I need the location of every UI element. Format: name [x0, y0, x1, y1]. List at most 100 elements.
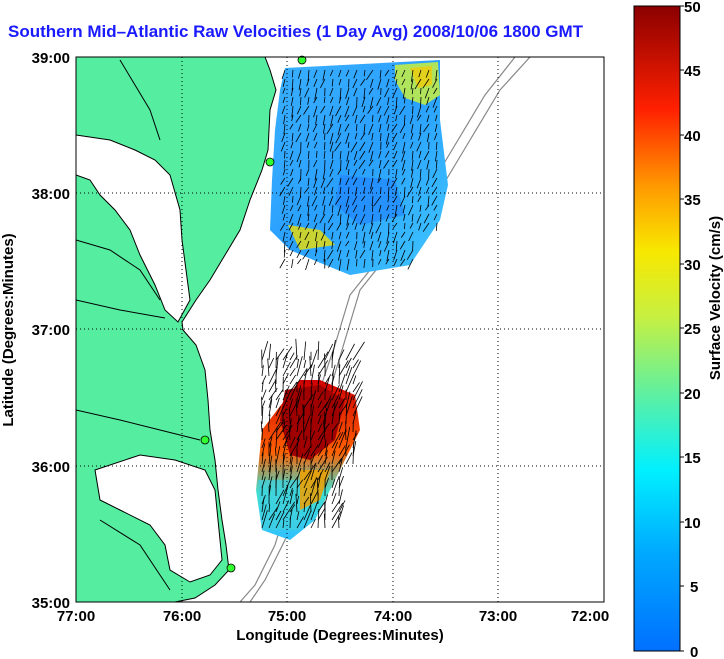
colorbar-tick-label: 15 [684, 450, 701, 467]
velocity-arrow [427, 195, 430, 208]
velocity-arrow [384, 69, 390, 77]
velocity-arrow [329, 141, 334, 152]
velocity-arrow [403, 186, 406, 197]
velocity-arrow [345, 195, 350, 207]
velocity-arrow [314, 87, 318, 100]
velocity-arrow [261, 470, 265, 481]
velocity-arrow [416, 177, 422, 189]
velocity-arrow [268, 513, 276, 529]
velocity-arrow [320, 231, 326, 241]
velocity-arrow [394, 186, 398, 196]
velocity-arrow [331, 400, 339, 417]
velocity-arrow [261, 452, 264, 465]
velocity-arrow [289, 436, 296, 449]
velocity-arrow [424, 204, 430, 211]
velocity-arrow [329, 105, 334, 116]
velocity-arrow [386, 204, 390, 211]
velocity-arrow [331, 502, 344, 521]
velocity-arrow [369, 222, 374, 235]
velocity-arrow [416, 213, 422, 224]
velocity-arrow [354, 186, 358, 196]
velocity-arrow [352, 382, 360, 393]
velocity-arrow [291, 258, 294, 268]
velocity-arrow [323, 150, 326, 159]
velocity-arrow [406, 249, 414, 260]
velocity-arrow [356, 123, 358, 132]
velocity-arrow [337, 114, 342, 123]
velocity-arrow [306, 78, 310, 87]
velocity-arrow [296, 358, 299, 369]
colorbar-tick-label: 50 [684, 0, 701, 16]
x-tick-label: 72:00 [571, 608, 609, 625]
velocity-arrow [324, 395, 332, 409]
velocity-arrow [316, 477, 319, 497]
velocity-arrow [339, 177, 342, 186]
velocity-arrow [379, 69, 382, 79]
velocity-arrow [331, 423, 339, 433]
velocity-arrow [348, 78, 350, 88]
velocity-arrow [402, 87, 406, 99]
velocity-arrow [298, 123, 302, 132]
velocity-arrow [331, 499, 341, 513]
velocity-arrow [307, 69, 310, 82]
velocity-arrow [344, 123, 350, 132]
velocity-arrow [338, 96, 342, 104]
velocity-arrow [297, 213, 302, 226]
velocity-arrow [347, 168, 350, 176]
velocity-arrow [395, 240, 398, 251]
velocity-arrow [359, 249, 366, 259]
velocity-arrow [289, 504, 296, 513]
velocity-arrow [312, 123, 318, 133]
velocity-arrow [313, 258, 318, 266]
velocity-arrow [322, 69, 326, 81]
velocity-arrow [280, 141, 286, 152]
velocity-arrow [292, 195, 294, 203]
velocity-arrow [345, 222, 350, 231]
velocity-arrow [385, 150, 390, 158]
velocity-arrow [400, 249, 406, 261]
velocity-arrow [296, 105, 302, 115]
colorbar-tick-label: 45 [684, 63, 701, 80]
velocity-arrow [298, 159, 302, 168]
velocity-arrow [352, 78, 358, 89]
velocity-arrow [338, 364, 341, 385]
velocity-arrow [403, 213, 406, 221]
velocity-arrow [310, 490, 319, 505]
velocity-arrow [380, 132, 382, 142]
velocity-arrow [404, 96, 406, 104]
velocity-arrow [300, 96, 302, 106]
velocity-arrow [261, 375, 267, 385]
velocity-arrow [291, 78, 294, 91]
velocity-arrow [313, 96, 318, 104]
velocity-arrow [324, 443, 328, 457]
velocity-arrow [289, 487, 293, 497]
velocity-arrow [378, 204, 382, 213]
velocity-arrow [345, 114, 350, 122]
velocity-arrow [289, 123, 294, 130]
velocity-arrow [314, 186, 318, 196]
y-tick-label: 38:00 [32, 186, 70, 203]
velocity-arrow [402, 141, 406, 154]
velocity-arrow [297, 204, 302, 212]
velocity-arrow [289, 231, 294, 241]
velocity-arrow [314, 204, 318, 211]
velocity-arrow [419, 204, 422, 212]
velocity-arrow [317, 414, 322, 425]
velocity-arrow [334, 141, 342, 152]
velocity-arrow [338, 515, 340, 529]
velocity-arrow [336, 222, 342, 231]
velocity-arrow [352, 396, 363, 417]
velocity-arrow [296, 356, 303, 377]
velocity-arrow [283, 249, 286, 258]
velocity-arrow [359, 213, 366, 225]
velocity-arrow [351, 168, 358, 180]
velocity-arrow [289, 456, 293, 473]
velocity-arrow [338, 231, 342, 240]
velocity-arrow [310, 477, 317, 497]
velocity-arrow [328, 258, 334, 268]
velocity-arrow [317, 371, 320, 393]
velocity-arrow [289, 399, 299, 417]
velocity-arrow [304, 186, 310, 193]
velocity-arrow [378, 114, 382, 123]
velocity-arrow [313, 105, 318, 118]
